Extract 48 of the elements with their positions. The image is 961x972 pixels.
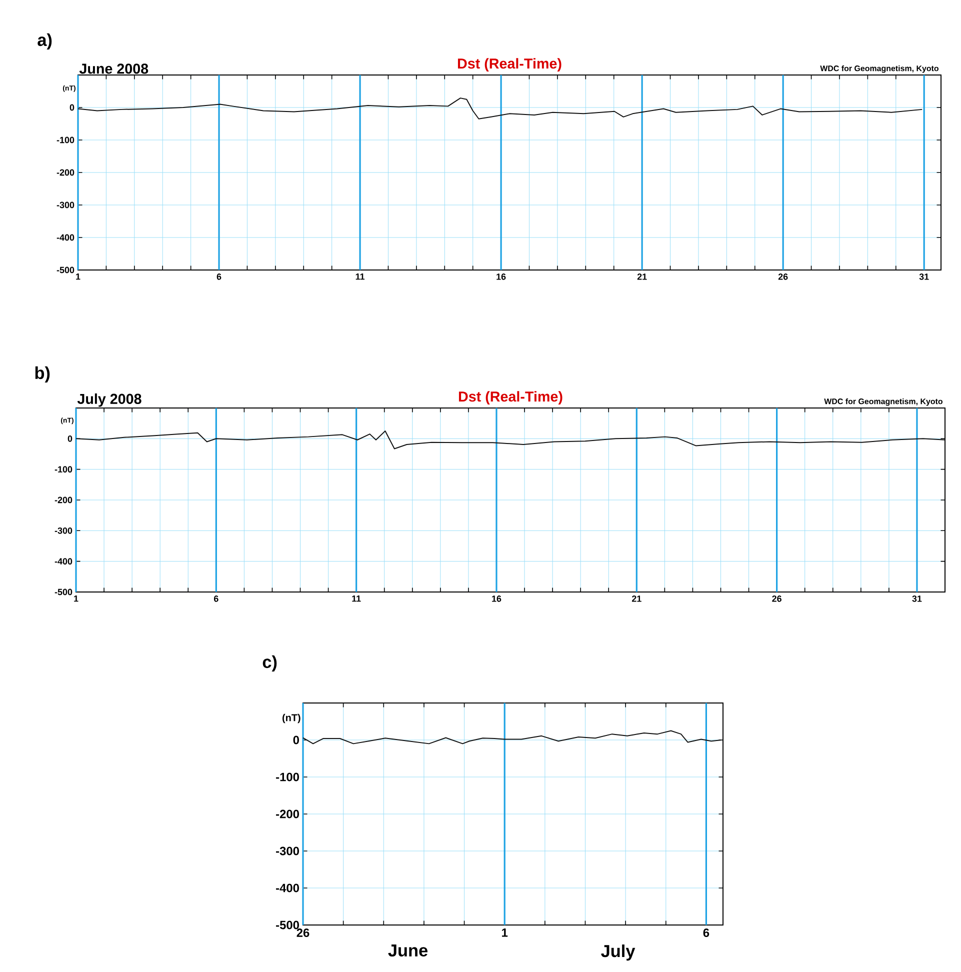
y-tick-label: 0 — [293, 736, 299, 744]
x-tick-label: 6 — [214, 596, 218, 602]
x-tick-label: 31 — [912, 596, 922, 602]
x-tick-label: 26 — [778, 274, 788, 280]
chart-subtitle: July 2008 — [77, 393, 142, 407]
y-tick-label: 0 — [70, 104, 74, 111]
y-tick-label: -300 — [54, 527, 72, 534]
y-tick-label: 0 — [68, 435, 72, 442]
y-tick-label: -300 — [276, 846, 299, 856]
y-tick-label: -400 — [276, 884, 299, 892]
y-tick-label: -200 — [276, 810, 299, 818]
x-tick-label: 11 — [352, 596, 361, 602]
text: a) — [38, 33, 52, 50]
x-tick-label: 1 — [76, 274, 80, 280]
line-series — [302, 730, 722, 744]
x-tick-label: 16 — [492, 596, 502, 602]
chart-title: Dst (Real-Time) — [458, 58, 562, 72]
y-tick-label: -100 — [54, 466, 72, 473]
x-tick-label: 1 — [74, 596, 78, 602]
x-tick-label: 26 — [772, 596, 782, 602]
x-tick-label: 16 — [496, 274, 506, 280]
y-tick-label: -500 — [276, 920, 299, 930]
text: b) — [35, 366, 50, 382]
y-tick-label: -400 — [56, 234, 74, 241]
chart-title: Dst (Real-Time) — [458, 391, 562, 404]
x-tick-label: 11 — [356, 274, 365, 280]
x-tick-label: 6 — [703, 928, 710, 937]
line-series — [76, 430, 946, 450]
text: July — [601, 944, 636, 961]
text: c) — [262, 655, 277, 672]
x-tick-label: 31 — [919, 274, 929, 280]
y-tick-label: -100 — [56, 136, 74, 144]
line-series — [78, 98, 923, 120]
chart-subtitle: June 2008 — [79, 64, 148, 74]
x-tick-label: 6 — [216, 274, 222, 280]
y-tick-label: -400 — [54, 558, 72, 565]
y-tick-label: -200 — [56, 169, 74, 176]
x-tick-label: 26 — [296, 928, 310, 937]
y-tick-label: -100 — [276, 772, 299, 782]
y-tick-label: -500 — [54, 588, 72, 596]
y-tick-label: -300 — [56, 202, 74, 208]
y-tick-label: -500 — [56, 266, 74, 274]
y-tick-label: -200 — [54, 496, 72, 504]
x-tick-label: 1 — [502, 928, 508, 937]
x-tick-label: 21 — [637, 274, 647, 280]
y-axis-title: (nT) — [282, 714, 300, 724]
x-tick-label: 21 — [632, 596, 642, 602]
text: June — [388, 944, 428, 957]
